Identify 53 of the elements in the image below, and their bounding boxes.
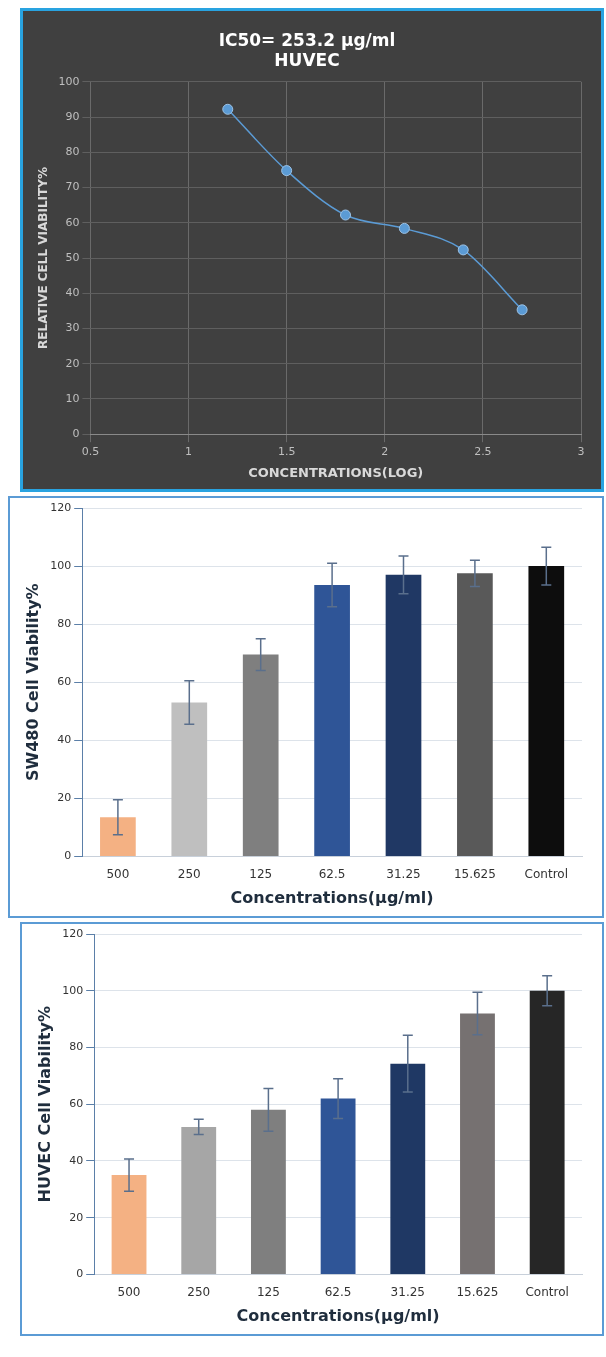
- y-tick-label: 60: [65, 215, 80, 229]
- x-tick-label: 500: [106, 866, 130, 881]
- y-tick-label: 20: [69, 1210, 84, 1224]
- y-axis-title: SW480 Cell Viability%: [22, 583, 42, 782]
- y-tick-label: 0: [72, 427, 80, 441]
- y-tick-label: 100: [50, 558, 72, 572]
- y-tick-label: 120: [50, 500, 72, 514]
- x-tick-label: 0.5: [81, 444, 100, 458]
- x-tick-label: 125: [249, 866, 273, 881]
- x-tick-label: 2: [381, 444, 389, 458]
- x-tick-label: 1.5: [277, 444, 296, 458]
- y-tick-label: 10: [65, 391, 80, 405]
- y-tick-label: 50: [65, 250, 80, 264]
- y-tick-label: 120: [62, 926, 84, 940]
- y-tick-label: 70: [65, 180, 80, 194]
- y-tick-label: 40: [57, 733, 72, 747]
- x-tick-label: 62.5: [324, 1284, 352, 1299]
- y-tick-label: 80: [69, 1040, 84, 1054]
- y-tick-label: 80: [57, 616, 72, 630]
- text: IC50= 253.2 µg/ml: [218, 29, 396, 50]
- x-tick-label: Control: [524, 866, 568, 881]
- y-tick-label: 100: [62, 983, 84, 997]
- x-tick-label: 62.5: [318, 866, 346, 881]
- y-tick-label: 40: [65, 286, 80, 300]
- x-tick-label: 250: [187, 1284, 211, 1299]
- x-tick-label: 125: [256, 1284, 280, 1299]
- x-tick-label: 500: [117, 1284, 141, 1299]
- y-tick-label: 90: [65, 109, 80, 123]
- y-tick-label: 40: [69, 1153, 84, 1167]
- x-tick-label: 31.25: [390, 1284, 425, 1299]
- y-tick-label: 60: [57, 675, 72, 689]
- x-tick-label: 1: [185, 444, 193, 458]
- x-axis-title: CONCENTRATIONS(LOG): [248, 464, 424, 480]
- y-tick-label: 30: [65, 321, 80, 335]
- x-tick-label: 3: [577, 444, 585, 458]
- y-axis-title: RELATIVE CELL VIABILITY%: [36, 167, 51, 349]
- x-axis-title: Concentrations(µg/ml): [236, 1305, 440, 1325]
- x-tick-label: 15.625: [456, 1284, 499, 1299]
- y-tick-label: 20: [65, 356, 80, 370]
- x-tick-label: 250: [177, 866, 201, 881]
- y-tick-label: 100: [58, 74, 80, 88]
- x-tick-label: Control: [525, 1284, 569, 1299]
- y-tick-label: 0: [64, 849, 72, 863]
- x-axis-title: Concentrations(µg/ml): [230, 887, 434, 907]
- y-tick-label: 20: [57, 791, 72, 805]
- y-tick-label: 80: [65, 145, 80, 159]
- y-tick-label: 0: [76, 1267, 84, 1281]
- text: HUVEC: [274, 50, 340, 71]
- x-tick-label: 15.625: [453, 866, 496, 881]
- x-tick-label: 2.5: [474, 444, 492, 458]
- y-tick-label: 60: [69, 1097, 84, 1111]
- y-axis-title: HUVEC Cell Viability%: [34, 1005, 54, 1203]
- x-tick-label: 31.25: [386, 866, 421, 881]
